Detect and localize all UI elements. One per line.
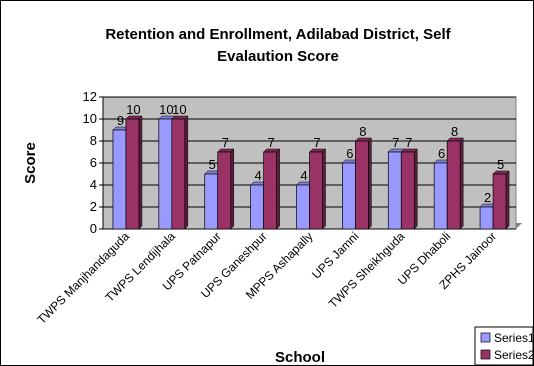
chart-title-line2: Evalaution Score [217,48,339,65]
data-label: 5 [497,157,504,172]
legend-swatch [480,349,491,360]
bar-side [414,148,418,230]
data-label: 10 [126,102,140,117]
bar-series2 [400,151,415,230]
bar-series1 [387,151,402,230]
legend: Series1 Series2 [474,326,534,366]
bar-series2 [171,118,186,230]
bar-series1 [112,129,127,230]
bar-series2 [355,140,369,230]
data-label: 2 [484,190,491,205]
data-label: 4 [300,168,307,183]
y-tick-label: 6 [90,155,97,170]
data-label: 5 [209,157,216,172]
legend-entry: Series1 [494,331,534,345]
bar-side [138,115,143,230]
y-tick-label: 12 [83,89,97,104]
data-label: 7 [267,135,274,150]
data-label: 10 [172,102,186,117]
bar-series2 [309,151,323,230]
bar-series1 [250,184,264,230]
bar-series2 [446,140,461,230]
bar-side [459,137,464,230]
data-label: 8 [359,124,366,139]
bar-side [276,148,280,230]
y-tick-label: 10 [83,111,97,126]
y-tick-label: 2 [90,199,97,214]
bar-series1 [158,118,173,230]
bar-series2 [263,151,277,230]
bar-side [505,170,510,230]
data-label: 7 [392,135,399,150]
legend-entry: Series2 [494,348,534,362]
x-axis-title: School [275,349,325,366]
bar-series2 [125,118,140,230]
bar-series1 [433,162,448,230]
y-axis-title: Score [22,142,39,184]
data-label: 6 [438,146,445,161]
chart-title-line1: Retention and Enrollment, Adilabad Distr… [105,26,451,43]
bar-series1 [479,206,494,230]
data-label: 10 [159,102,173,117]
bar-side [230,148,234,230]
data-label: 7 [313,135,320,150]
data-label: 8 [451,124,458,139]
bar-side [184,115,189,230]
y-tick-label: 8 [90,133,97,148]
bar-series2 [492,173,507,230]
y-tick-label: 0 [90,221,97,236]
bar-side [322,148,326,230]
y-tick-label: 4 [90,177,97,192]
bar-series1 [296,184,310,230]
data-label: 4 [254,168,261,183]
data-label: 7 [405,135,412,150]
data-label: 6 [346,146,353,161]
bar-side [368,137,372,230]
data-label: 9 [117,113,124,128]
bar-series1 [342,162,356,230]
data-label: 7 [222,135,229,150]
bar-series2 [217,151,232,230]
bar-series1 [204,173,219,230]
legend-swatch [480,332,491,343]
